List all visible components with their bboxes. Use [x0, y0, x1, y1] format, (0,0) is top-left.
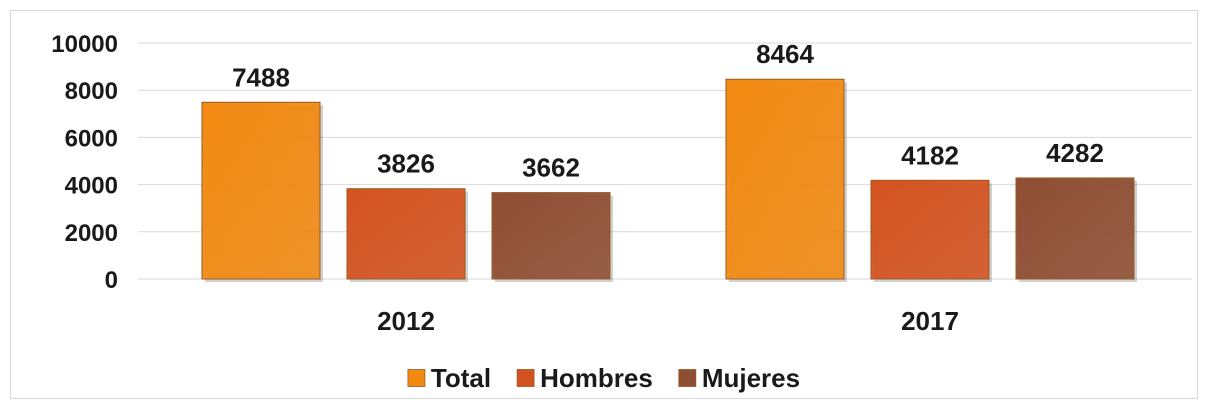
bar-total-2012 — [201, 101, 321, 280]
y-tick-label: 4000 — [65, 173, 118, 200]
legend-label: Hombres — [540, 363, 653, 393]
data-label: 4182 — [901, 140, 959, 170]
legend: Total Hombres Mujeres — [407, 363, 800, 393]
x-category-label: 2012 — [377, 306, 435, 336]
bar-total-2017 — [725, 78, 845, 280]
legend-label: Mujeres — [702, 363, 800, 393]
y-axis-ticks: 0 2000 4000 6000 8000 10000 — [51, 31, 118, 294]
bar-hombres-2017 — [870, 179, 990, 280]
data-label: 4282 — [1046, 138, 1104, 168]
data-label: 3826 — [377, 149, 435, 179]
y-tick-label: 10000 — [51, 31, 118, 58]
bars — [201, 78, 1137, 282]
bar-mujeres-2017 — [1015, 177, 1135, 280]
legend-swatch-hombres — [516, 369, 535, 387]
bar-mujeres-2012 — [491, 192, 611, 280]
data-label: 3662 — [522, 153, 580, 183]
legend-label: Total — [431, 363, 491, 393]
y-tick-label: 2000 — [65, 220, 118, 247]
legend-swatch-mujeres — [678, 369, 697, 387]
bar-hombres-2012 — [346, 188, 466, 280]
y-tick-label: 8000 — [65, 78, 118, 105]
data-labels: 7488 3826 3662 8464 4182 4282 — [232, 39, 1104, 182]
y-tick-label: 0 — [105, 267, 118, 294]
x-axis-categories: 2012 2017 — [377, 306, 959, 336]
legend-swatch-total — [407, 369, 426, 387]
x-category-label: 2017 — [901, 306, 959, 336]
y-tick-label: 6000 — [65, 125, 118, 152]
data-label: 7488 — [232, 62, 290, 92]
data-label: 8464 — [756, 39, 814, 69]
